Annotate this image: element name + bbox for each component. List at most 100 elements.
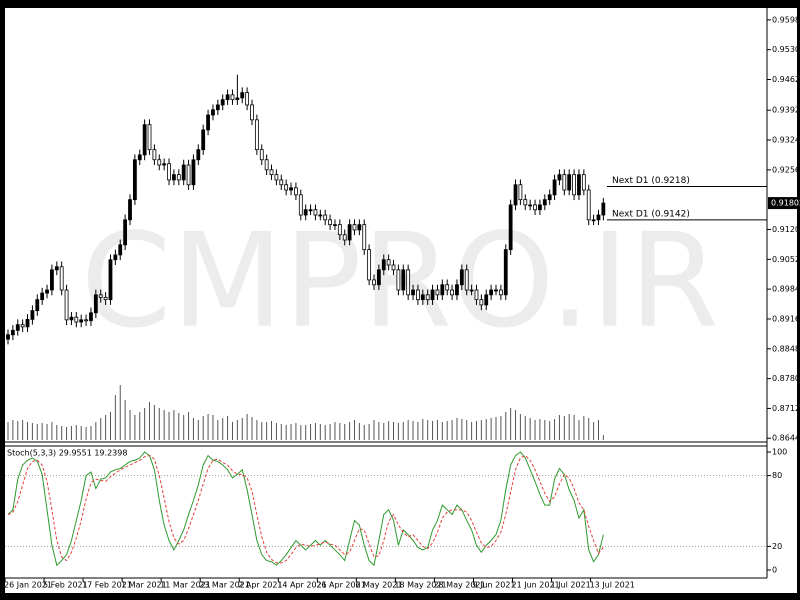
- x-tick-label: 18 May 2021: [394, 581, 446, 590]
- candle-body: [254, 119, 259, 151]
- candle-body: [191, 159, 196, 186]
- last-price-label: 0.91802: [771, 199, 800, 208]
- candle-body: [508, 204, 513, 251]
- candle-body: [401, 269, 406, 291]
- candle-body: [186, 164, 191, 186]
- candle-body: [567, 174, 572, 191]
- candle-body: [342, 234, 347, 241]
- candle-body: [274, 174, 279, 181]
- candle-body: [137, 154, 142, 161]
- candle-body: [294, 187, 298, 196]
- candle-body: [152, 149, 157, 161]
- candle-body: [352, 224, 357, 231]
- candle-body: [440, 284, 445, 296]
- x-tick-label: 13 Jul 2021: [590, 581, 635, 590]
- candle-body: [167, 163, 171, 181]
- candle-body: [35, 299, 40, 312]
- candle-body: [411, 289, 415, 296]
- candle-body: [328, 219, 332, 226]
- x-tick-label: 28 May 2021: [433, 581, 485, 590]
- candle-body: [357, 224, 362, 231]
- candle-body: [25, 318, 30, 328]
- x-tick-label: 26 Jan 2021: [4, 581, 52, 590]
- forecast-label: Next D1 (0.9218): [612, 176, 690, 186]
- stoch-line: [7, 451, 604, 567]
- candle-body: [386, 259, 391, 266]
- x-tick-label: 1 Mar 2021: [121, 581, 167, 590]
- candle-body: [557, 174, 562, 181]
- candle-body: [489, 289, 494, 296]
- candle-body: [577, 174, 581, 196]
- candle-body: [518, 184, 523, 201]
- candle-body: [459, 269, 464, 286]
- candle-body: [259, 149, 264, 161]
- candle-body: [542, 199, 547, 206]
- forecast-label: Next D1 (0.9142): [612, 209, 690, 219]
- candle-body: [84, 319, 88, 322]
- candle-body: [147, 124, 152, 151]
- candle-body: [513, 184, 518, 206]
- candle-body: [474, 289, 479, 301]
- candle-body: [372, 279, 376, 286]
- x-tick-label: 5 Feb 2021: [43, 581, 88, 590]
- x-tick-label: 9 Jun 2021: [472, 581, 515, 590]
- candle-body: [581, 174, 586, 191]
- candle-body: [376, 269, 381, 286]
- candle-body: [59, 266, 64, 291]
- candle-body: [45, 289, 49, 294]
- y-tick-label: 20: [772, 542, 782, 551]
- candle-body: [40, 292, 45, 301]
- candle-body: [562, 174, 567, 191]
- x-tick-label: 2 Apr 2021: [238, 581, 282, 590]
- candle-body: [601, 202, 606, 216]
- candle-body: [206, 114, 210, 131]
- candle-body: [79, 319, 84, 323]
- candle-body: [538, 204, 542, 211]
- candle-body: [240, 92, 245, 99]
- candle-body: [181, 164, 186, 181]
- candle-body: [367, 249, 372, 281]
- candle-body: [596, 214, 601, 221]
- stoch-line: [7, 454, 604, 564]
- candle-body: [176, 174, 181, 181]
- candle-body: [284, 184, 289, 191]
- candle-body: [162, 163, 167, 166]
- candle-body: [30, 310, 35, 320]
- candle-body: [118, 244, 123, 256]
- x-tick-label: 14 Apr 2021: [277, 581, 326, 590]
- candle-body: [420, 294, 425, 301]
- candle-body: [264, 159, 269, 171]
- x-tick-label: 11 Mar 2021: [160, 581, 211, 590]
- candle-body: [396, 269, 401, 291]
- candle-body: [196, 149, 201, 161]
- indicator-title: Stoch(5,3,3) 29.9551 19.2398: [7, 449, 127, 458]
- candle-body: [333, 224, 337, 227]
- candle-body: [347, 224, 352, 241]
- candle-body: [464, 269, 469, 291]
- candle-body: [528, 204, 533, 207]
- candle-body: [93, 294, 98, 314]
- candle-body: [381, 259, 386, 271]
- candle-body: [157, 159, 162, 166]
- candle-body: [10, 329, 15, 336]
- candle-body: [494, 289, 498, 292]
- candle-body: [498, 289, 503, 296]
- candle-body: [279, 179, 284, 186]
- candle-body: [6, 334, 10, 340]
- candle-body: [225, 94, 230, 101]
- candle-body: [533, 204, 537, 211]
